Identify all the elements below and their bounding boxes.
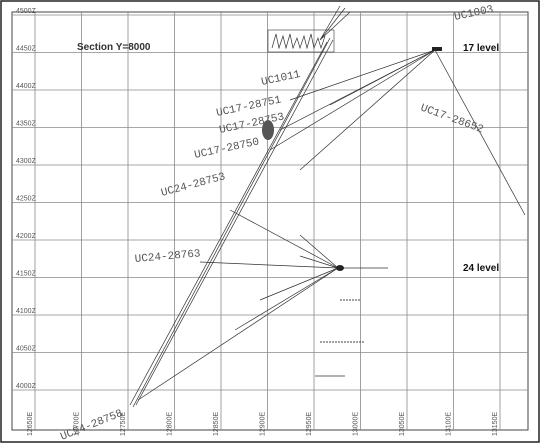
grid — [12, 12, 528, 430]
section-title: Section Y=8000 — [77, 42, 151, 53]
y-axis-label: 4500Z — [16, 8, 37, 15]
drill-holes — [129, 5, 526, 408]
plot-border — [11, 11, 529, 431]
y-axis-label: 4250Z — [16, 196, 37, 203]
x-axis-label: 12950E — [306, 412, 313, 436]
y-axis-label: 4200Z — [16, 233, 37, 240]
x-axis-label: 12800E — [167, 412, 174, 436]
x-axis-label: 12850E — [213, 412, 220, 436]
y-axis-label: 4100Z — [16, 308, 37, 315]
y-axis-label: 4050Z — [16, 346, 37, 353]
x-axis-label: 13050E — [399, 412, 406, 436]
y-axis-label: 4000Z — [16, 383, 37, 390]
x-axis-label: 13100E — [446, 412, 453, 436]
x-axis-label: 12650E — [27, 412, 34, 436]
y-axis-label: 4450Z — [16, 46, 37, 53]
hole-label: UC24-28763 — [134, 248, 201, 266]
y-axis-label: 4350Z — [16, 121, 37, 128]
y-axis-label: 4400Z — [16, 83, 37, 90]
x-axis-label: 13150E — [492, 412, 499, 436]
x-axis-label: 12750E — [120, 412, 127, 436]
level-label: 17 level — [463, 43, 499, 54]
x-axis-label: 12900E — [260, 412, 267, 436]
level-label: 24 level — [463, 263, 499, 274]
x-axis-label: 13000E — [353, 412, 360, 436]
axis-labels: 4500Z 4450Z 4400Z 4350Z 4300Z 4250Z 4200Z 4150Z… — [16, 8, 499, 436]
y-axis-label: 4300Z — [16, 158, 37, 165]
x-axis-label: 12700E — [74, 412, 81, 436]
y-axis-label: 4150Z — [16, 271, 37, 278]
